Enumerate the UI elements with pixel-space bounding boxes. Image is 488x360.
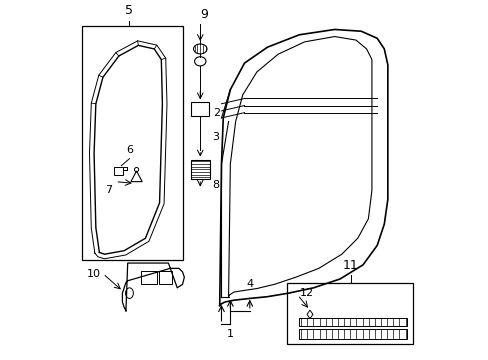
Text: 6: 6 [126,145,133,155]
Bar [81,26,182,260]
Bar [141,271,157,284]
Text: 8: 8 [212,180,219,190]
Text: 2: 2 [212,108,219,118]
Bar [299,319,407,327]
Text: 11: 11 [342,259,358,272]
Text: 5: 5 [125,4,133,17]
Bar [299,329,407,339]
Bar [190,159,209,179]
Bar [191,102,209,116]
Text: 7: 7 [104,185,112,195]
Bar [159,271,172,284]
Bar [286,283,412,345]
Text: 10: 10 [87,269,101,279]
Text: 1: 1 [226,329,233,338]
Bar [114,167,123,175]
Text: 12: 12 [299,288,313,298]
Text: 3: 3 [212,132,219,143]
Text: 9: 9 [200,8,207,21]
Text: 4: 4 [246,279,253,289]
